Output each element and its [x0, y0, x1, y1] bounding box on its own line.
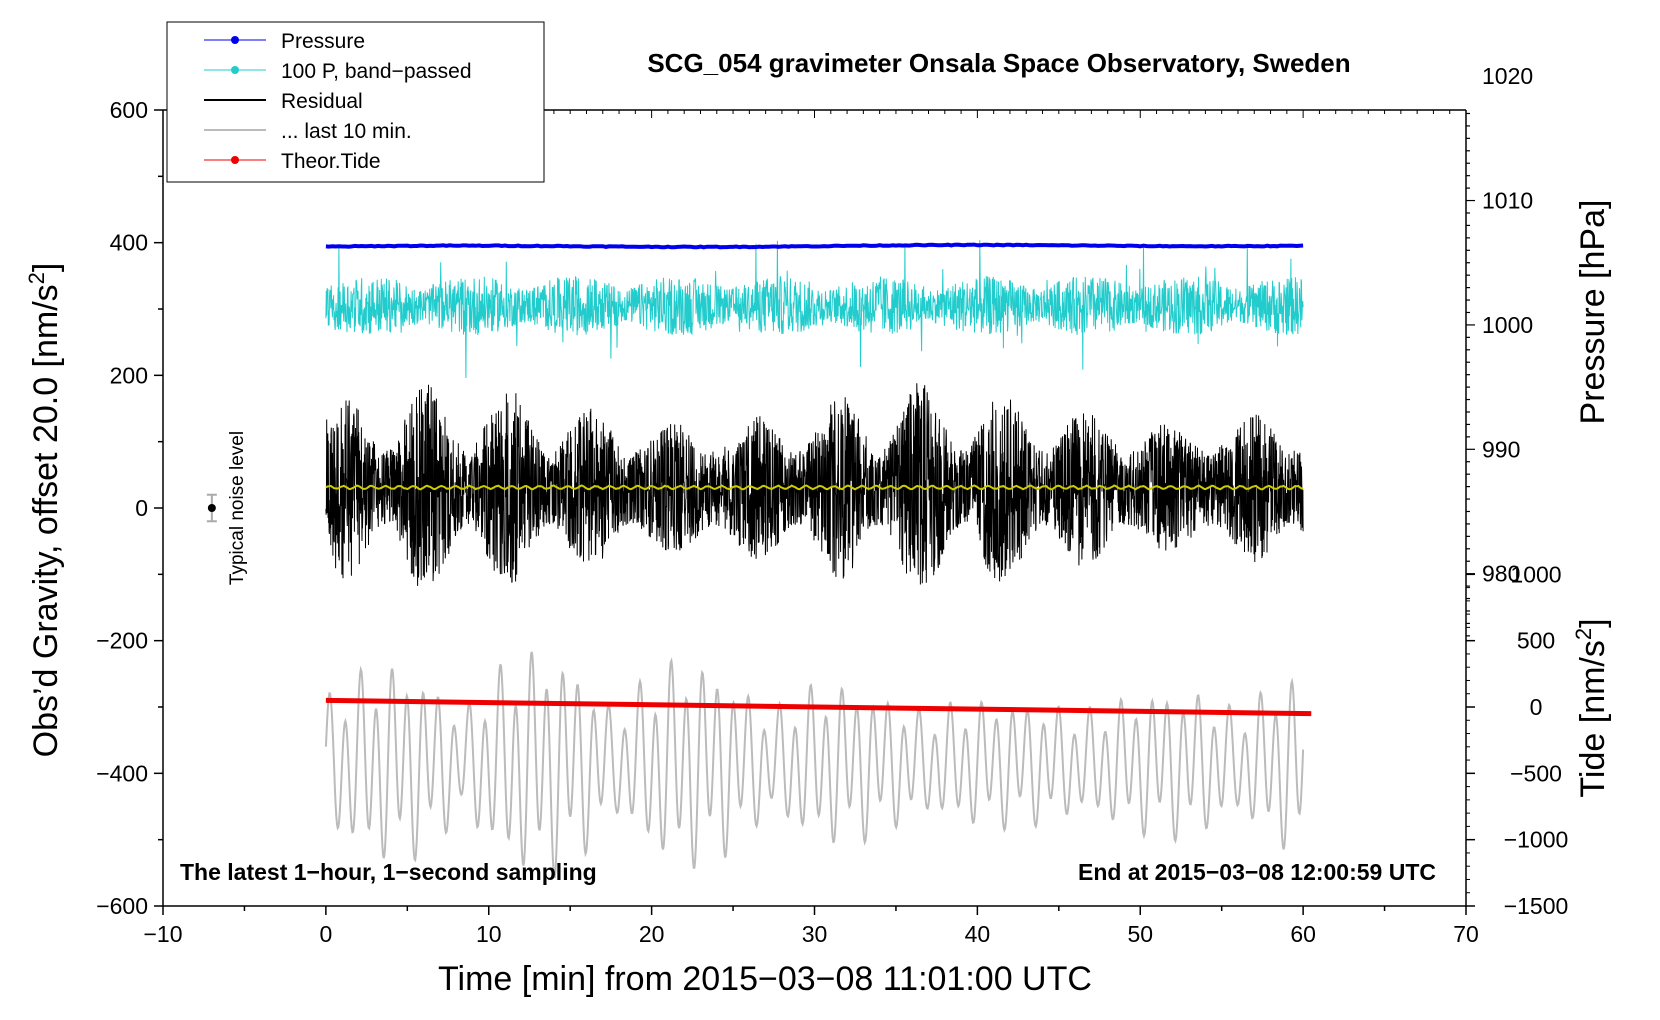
legend-item-residual: Residual	[204, 90, 363, 113]
legend-item-last10: ... last 10 min.	[204, 120, 412, 143]
legend-box	[166, 21, 545, 183]
tide-tick-label: −1000	[1504, 827, 1569, 853]
noise-level-label: Typical noise level	[227, 431, 248, 585]
legend-label-pressure: Pressure	[281, 30, 365, 53]
legend-label-residual: Residual	[281, 90, 363, 113]
x-tick-label: −10	[143, 921, 182, 947]
y-axis-label-pressure: Pressure [hPa]	[1574, 200, 1612, 425]
tide-tick-label: −500	[1510, 760, 1562, 786]
series-line-bandpassed	[325, 240, 1304, 379]
legend-marker-bandpassed	[231, 66, 239, 74]
legend-item-tide: Theor.Tide	[204, 150, 381, 173]
y-axis-label-left: Obs’d Gravity, offset 20.0 [nm/s2]	[24, 263, 65, 758]
tide-tick-label: 0	[1530, 694, 1543, 720]
legend-label-tide: Theor.Tide	[281, 150, 381, 173]
tide-tick-label: −1500	[1504, 893, 1569, 919]
x-tick-label: 20	[639, 921, 665, 947]
legend-label-bandpassed: 100 P, band−passed	[281, 60, 472, 83]
y-tick-label: −600	[96, 893, 148, 919]
tide-tick-label: 1000	[1510, 561, 1561, 587]
pressure-tick-label: 1010	[1482, 188, 1533, 214]
y-tick-label: −200	[96, 628, 148, 654]
legend-marker-pressure	[231, 36, 239, 44]
series-line-pressure	[325, 242, 1304, 250]
x-tick-label: 0	[319, 921, 332, 947]
legend-marker-tide	[231, 156, 239, 164]
pressure-tick-label: 1000	[1482, 312, 1533, 338]
x-tick-label: 50	[1127, 921, 1153, 947]
y-tick-label: 200	[110, 362, 148, 388]
x-axis-label: Time [min] from 2015−03−08 11:01:00 UTC	[438, 960, 1092, 998]
series-line-residual-smoothed	[325, 484, 1304, 491]
axes-layer: −10 0 10 20 30 40 50 60 70−600−400−2000200400600…	[96, 63, 1569, 947]
legend: Pressure 100 P, band−passed Residual ...…	[166, 21, 545, 183]
y-tick-label: 600	[110, 97, 148, 123]
pressure-tick-label: 1020	[1482, 63, 1533, 89]
series-line-last-10-min	[324, 651, 1305, 879]
x-tick-label: 40	[965, 921, 991, 947]
legend-label-last10: ... last 10 min.	[281, 120, 412, 143]
series-line-theor-tide	[325, 697, 1312, 717]
y-tick-label: 400	[110, 230, 148, 256]
pressure-tick-label: 990	[1482, 436, 1520, 462]
data-layer	[324, 240, 1312, 879]
chart-title: SCG_054 gravimeter Onsala Space Observat…	[647, 48, 1350, 78]
x-tick-label: 60	[1290, 921, 1316, 947]
y-tick-label: 0	[135, 495, 148, 521]
x-tick-label: 30	[802, 921, 828, 947]
noise-marker-point	[207, 504, 216, 512]
x-tick-label: 70	[1453, 921, 1479, 947]
annotation-right: End at 2015−03−08 12:00:59 UTC	[1078, 859, 1436, 885]
tide-tick-label: 500	[1517, 628, 1555, 654]
legend-item-pressure: Pressure	[204, 30, 365, 53]
series-line-residual	[325, 383, 1304, 586]
legend-item-bandpassed: 100 P, band−passed	[204, 60, 472, 83]
pressure-tick-label: 980	[1482, 561, 1520, 587]
y-axis-label-tide: Tide [nm/s2]	[1571, 618, 1612, 797]
annotation-left: The latest 1−hour, 1−second sampling	[180, 859, 597, 885]
x-tick-label: 10	[476, 921, 502, 947]
y-tick-label: −400	[96, 760, 148, 786]
